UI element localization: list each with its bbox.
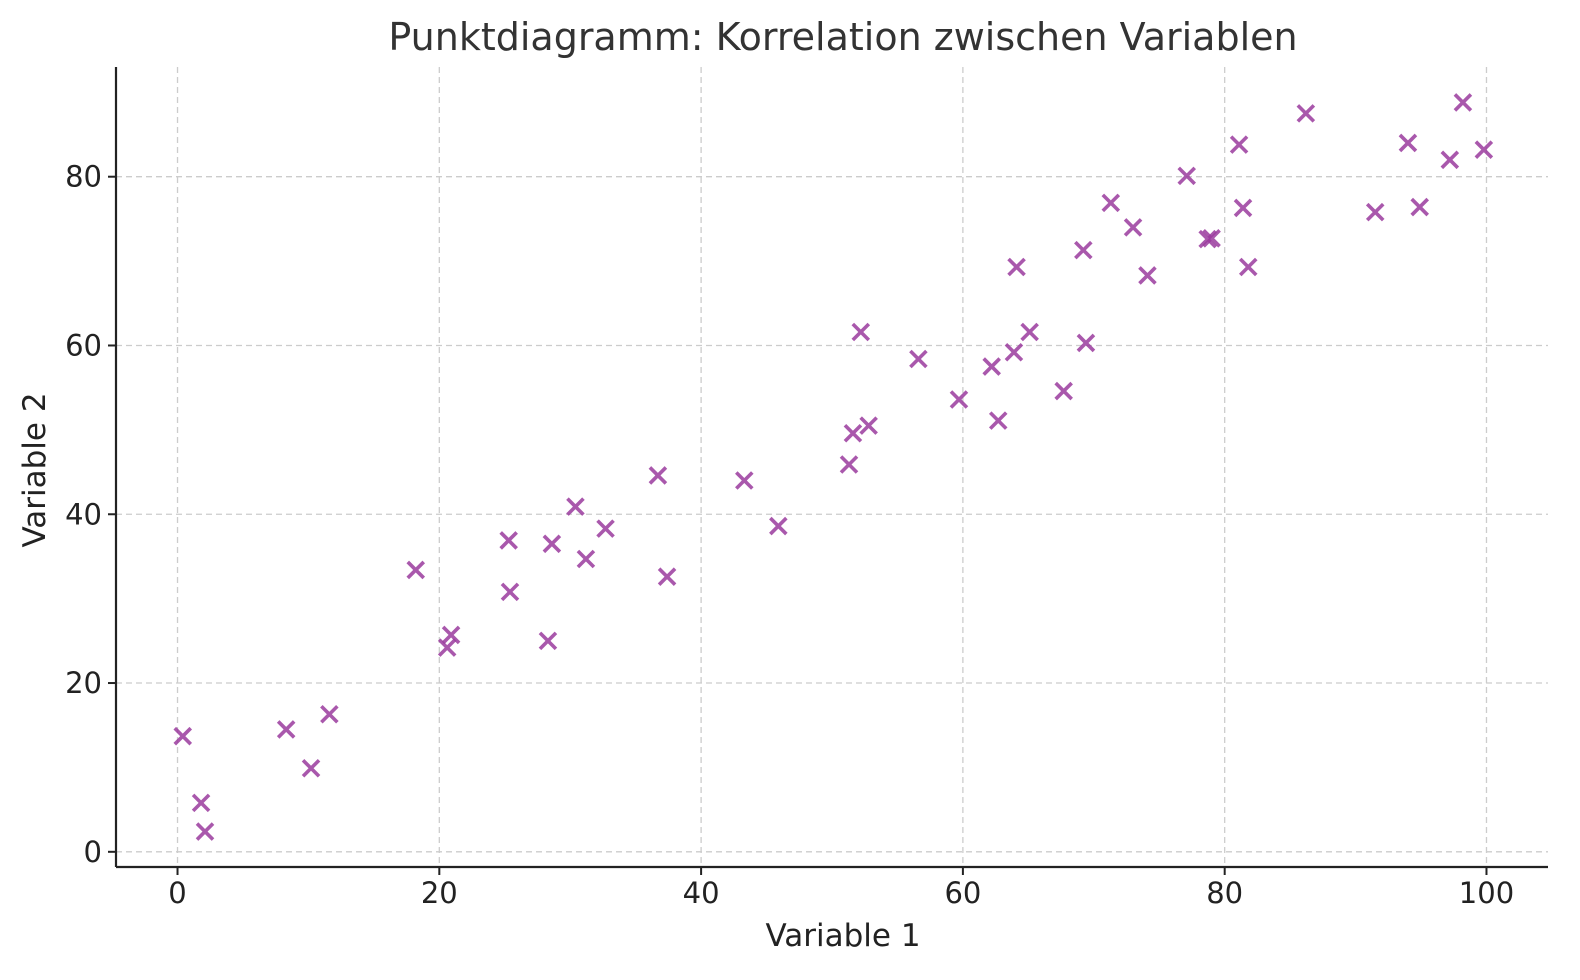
data-point: [538, 631, 558, 651]
data-points: [173, 93, 1494, 841]
data-point: [1054, 381, 1073, 401]
data-point: [949, 390, 969, 409]
data-point: [657, 567, 677, 586]
data-point: [1365, 202, 1385, 222]
data-point: [566, 497, 585, 516]
y-tick-label: 40: [65, 497, 102, 531]
data-point: [1233, 198, 1253, 218]
data-point: [301, 758, 321, 778]
data-point: [596, 519, 615, 538]
data-point: [1020, 322, 1039, 342]
x-tick-label: 20: [421, 876, 458, 910]
grid-lines: [116, 67, 1548, 867]
data-point: [988, 411, 1008, 430]
data-point: [909, 349, 928, 369]
data-point: [1229, 135, 1249, 154]
x-tick-label: 60: [944, 876, 981, 910]
x-axis-label: Variable 1: [765, 918, 920, 954]
data-point: [843, 423, 863, 443]
data-point: [1007, 257, 1026, 277]
data-point: [195, 822, 215, 841]
data-point: [1074, 240, 1093, 260]
data-point: [441, 625, 461, 645]
data-point: [276, 720, 296, 739]
data-point: [1453, 93, 1473, 112]
data-point: [859, 416, 878, 435]
data-point: [1004, 342, 1024, 362]
data-point: [735, 471, 754, 490]
tick-labels: 0 20 40 60 80 100 0 20 40 60 80: [65, 160, 1514, 910]
data-point: [1202, 229, 1221, 248]
data-point: [173, 726, 193, 746]
y-tick-label: 60: [65, 328, 102, 362]
x-tick-label: 100: [1459, 876, 1514, 910]
data-point: [1138, 266, 1157, 285]
data-point: [542, 534, 562, 554]
y-tick-label: 80: [65, 160, 102, 194]
data-point: [1238, 257, 1258, 277]
data-point: [839, 455, 859, 474]
data-point: [1076, 333, 1096, 353]
y-tick-label: 0: [84, 835, 102, 869]
x-tick-label: 80: [1206, 876, 1243, 910]
data-point: [1410, 197, 1429, 217]
data-point: [576, 549, 596, 569]
data-point: [320, 704, 339, 724]
data-point: [437, 638, 457, 657]
data-point: [1440, 150, 1460, 170]
y-tick-label: 20: [65, 666, 102, 700]
data-point: [1398, 133, 1418, 153]
x-tick-label: 0: [168, 876, 186, 910]
data-point: [499, 531, 518, 550]
data-point: [982, 357, 1001, 376]
data-point: [1198, 229, 1217, 249]
y-axis-label: Variable 2: [17, 392, 53, 547]
data-point: [406, 560, 426, 580]
data-point: [1474, 140, 1494, 159]
data-point: [1101, 193, 1121, 213]
data-point: [648, 466, 668, 485]
x-tick-label: 40: [683, 876, 720, 910]
data-point: [191, 793, 211, 813]
chart-title: Punktdiagramm: Korrelation zwischen Vari…: [388, 15, 1297, 59]
data-point: [1123, 218, 1143, 237]
data-point: [1296, 104, 1316, 123]
data-point: [851, 322, 871, 342]
data-point: [1177, 166, 1197, 186]
axes: [114, 67, 1548, 869]
data-point: [500, 582, 520, 602]
data-point: [769, 516, 788, 536]
